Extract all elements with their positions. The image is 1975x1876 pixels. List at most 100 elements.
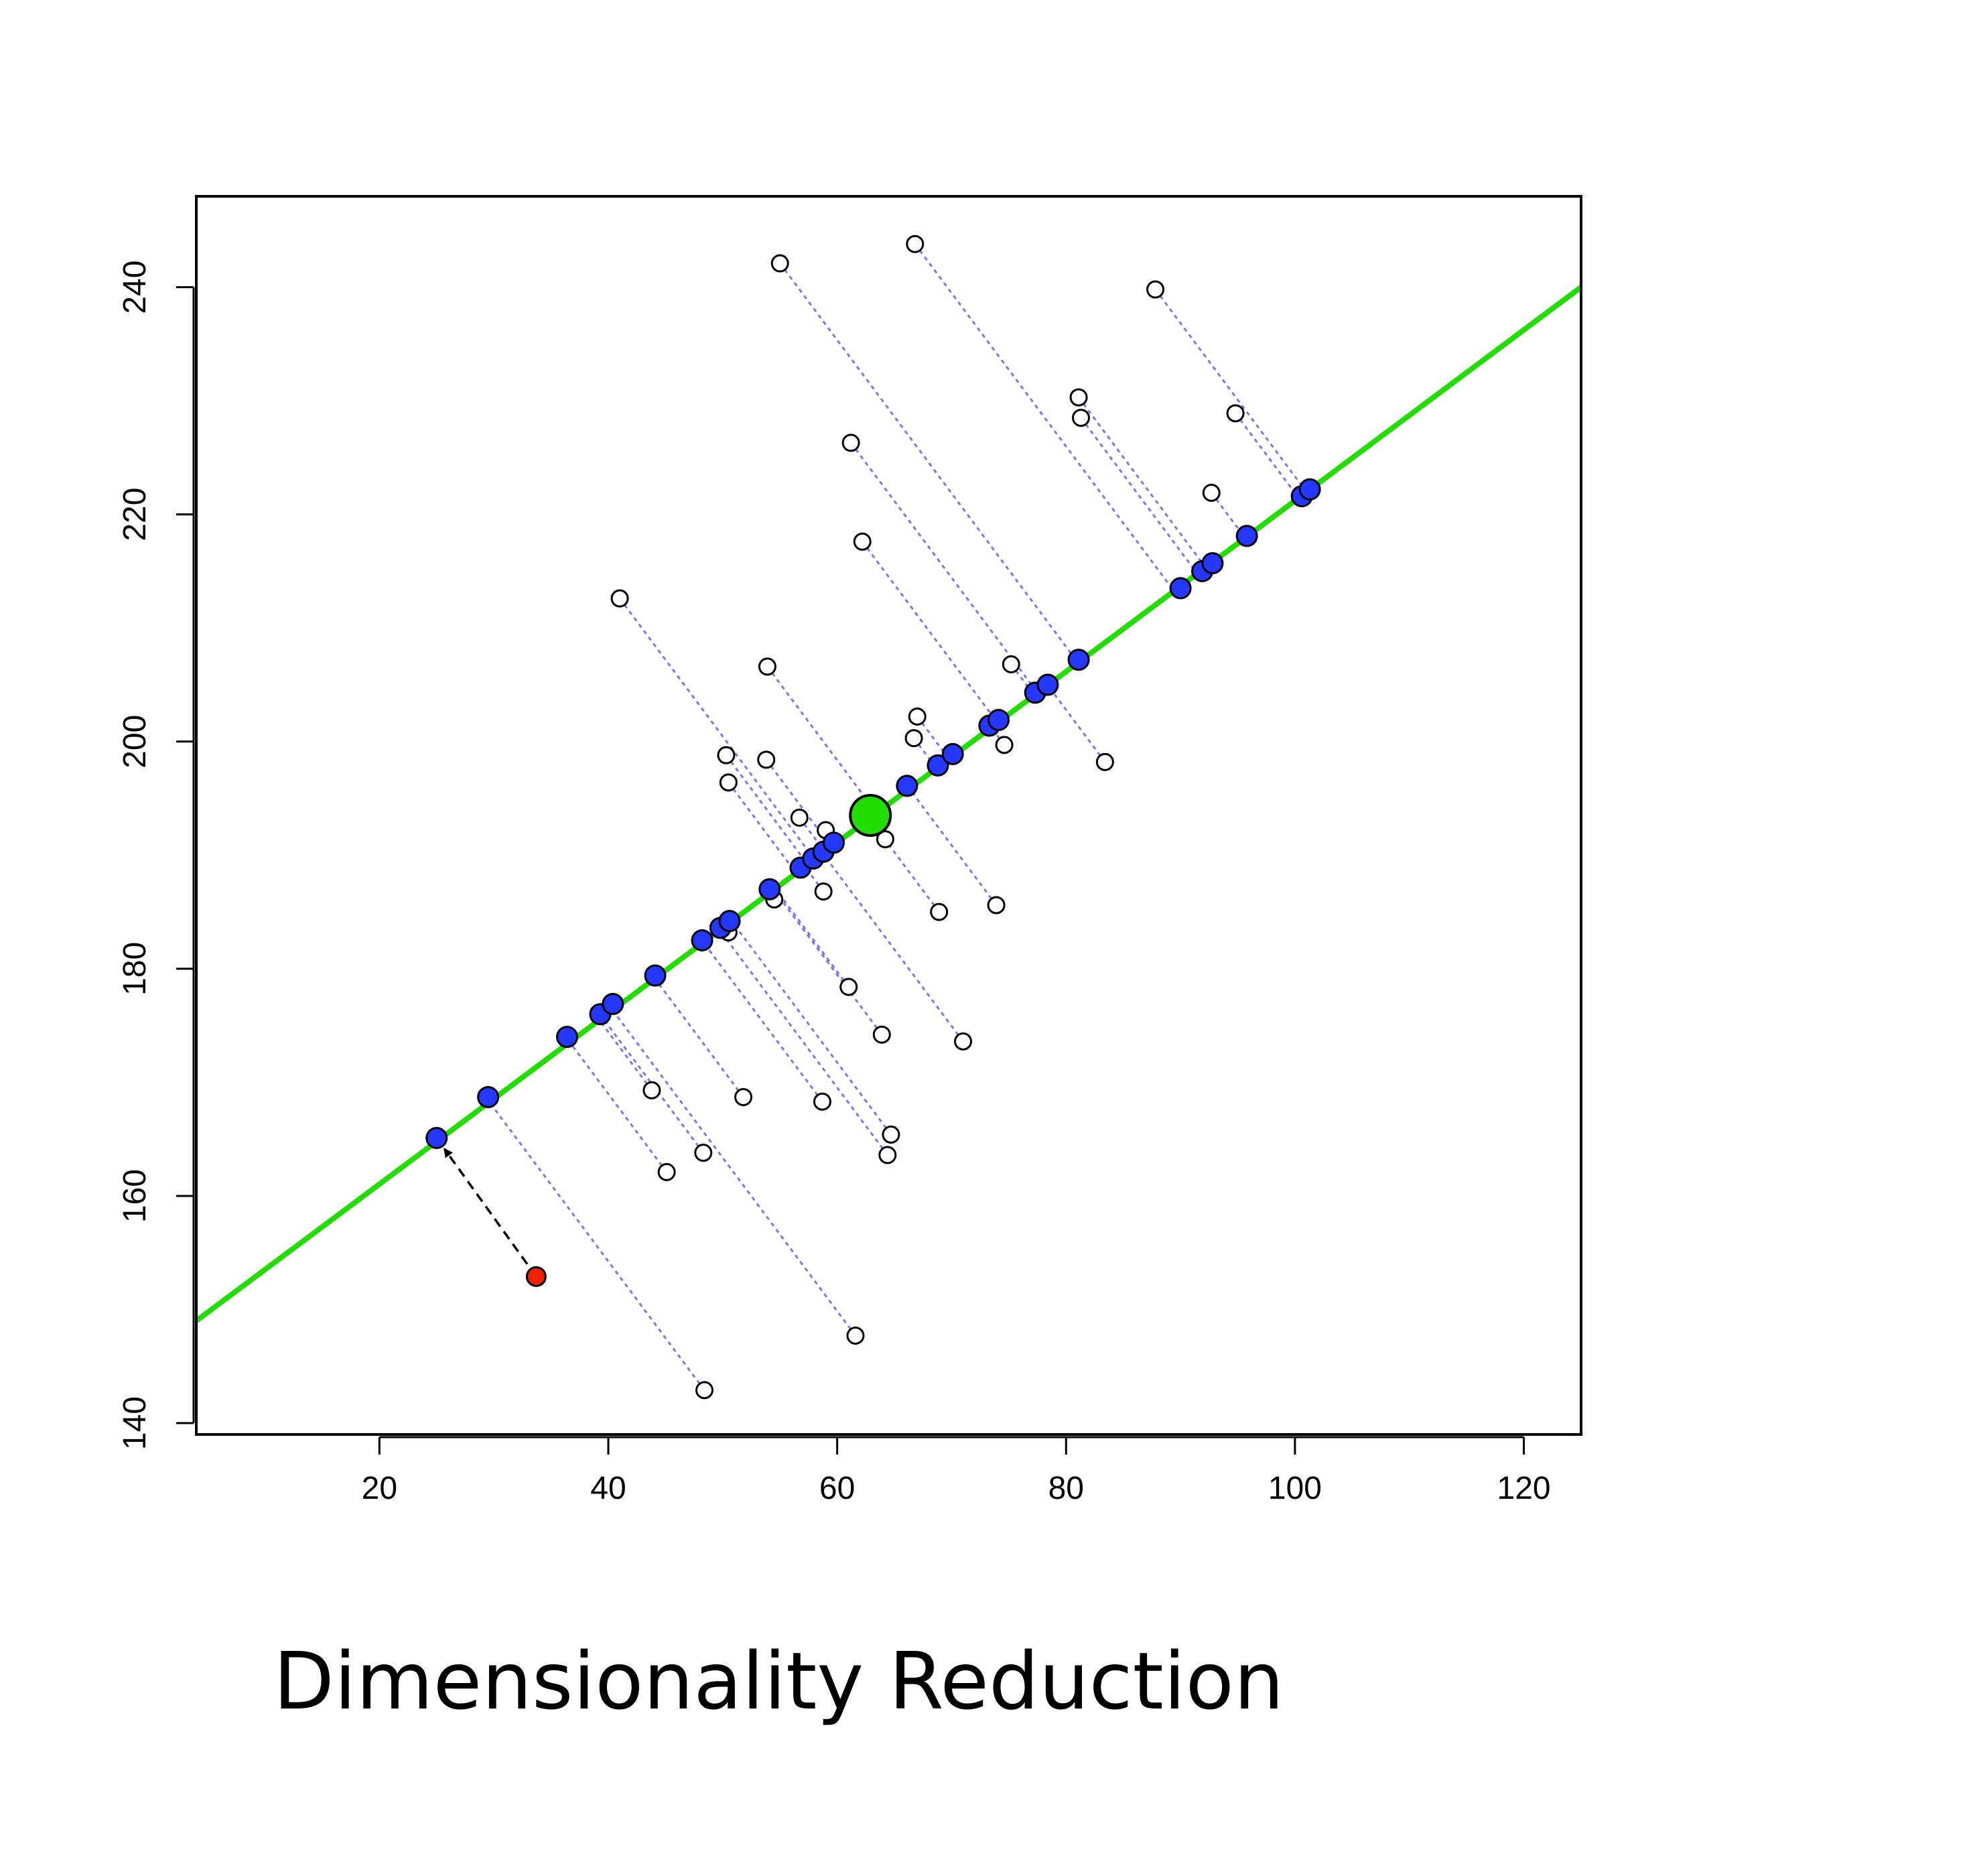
original-point bbox=[770, 254, 789, 273]
projection-connector bbox=[914, 243, 1175, 592]
projected-points bbox=[425, 478, 1321, 1149]
original-point bbox=[853, 532, 872, 551]
projection-connector bbox=[702, 941, 823, 1103]
original-point bbox=[841, 433, 860, 452]
projection-connector bbox=[849, 442, 1038, 694]
projected-point bbox=[644, 964, 667, 987]
projection-connector bbox=[728, 781, 797, 874]
original-point bbox=[954, 1032, 973, 1051]
projected-point bbox=[896, 775, 918, 797]
y-tick-label: 240 bbox=[117, 261, 153, 314]
projected-point bbox=[555, 1026, 578, 1049]
projection-connector bbox=[821, 852, 964, 1043]
projection-connector bbox=[730, 921, 892, 1136]
original-point bbox=[790, 808, 809, 827]
plot-frame bbox=[195, 195, 1582, 1436]
projection-connector bbox=[772, 889, 883, 1036]
original-point bbox=[876, 830, 894, 849]
fit-line bbox=[194, 285, 1583, 1323]
original-point bbox=[995, 736, 1014, 754]
original-point bbox=[1202, 484, 1221, 503]
projection-connector bbox=[912, 737, 937, 769]
projection-connector bbox=[488, 1101, 705, 1391]
original-point bbox=[987, 896, 1006, 915]
projected-point bbox=[1298, 478, 1321, 500]
original-point bbox=[610, 589, 629, 608]
projection-connector bbox=[1234, 412, 1300, 499]
projection-connector bbox=[779, 263, 1079, 663]
projection-arrow bbox=[443, 1148, 537, 1278]
projection-connector bbox=[774, 888, 849, 988]
mean-point-marker bbox=[849, 794, 892, 837]
projection-connectors bbox=[488, 243, 1308, 1391]
y-tick-label: 180 bbox=[117, 942, 153, 996]
projected-point bbox=[718, 910, 741, 933]
projected-point bbox=[1036, 673, 1059, 696]
projection-connector bbox=[1080, 417, 1199, 575]
original-point bbox=[882, 1125, 900, 1144]
original-point bbox=[846, 1326, 865, 1345]
projected-point bbox=[927, 754, 949, 777]
projection-connector bbox=[598, 1019, 653, 1091]
projected-point bbox=[941, 742, 964, 765]
mean-point bbox=[849, 794, 892, 837]
original-point bbox=[642, 1081, 661, 1099]
highlight-point bbox=[525, 1266, 547, 1287]
plot-border bbox=[195, 195, 1582, 1436]
original-point bbox=[904, 729, 923, 748]
projection-connector bbox=[569, 1041, 668, 1173]
original-point bbox=[694, 1144, 713, 1162]
principal-component-line bbox=[194, 285, 1583, 1323]
highlight-example bbox=[443, 1148, 547, 1287]
original-point bbox=[1002, 655, 1020, 674]
x-tick-label: 60 bbox=[819, 1471, 855, 1506]
original-point bbox=[878, 1146, 897, 1164]
original-point bbox=[695, 1381, 713, 1400]
slide-caption: Dimensionality Reduction bbox=[273, 1635, 1284, 1727]
original-points bbox=[610, 234, 1245, 1400]
x-tick-label: 20 bbox=[362, 1471, 397, 1506]
original-point bbox=[719, 773, 738, 792]
projected-point bbox=[823, 831, 845, 854]
projected-point bbox=[758, 878, 781, 900]
projection-connector bbox=[1077, 397, 1207, 568]
original-point bbox=[1069, 388, 1088, 407]
projection-connector bbox=[654, 978, 744, 1098]
x-tick-label: 120 bbox=[1497, 1471, 1551, 1506]
projected-point bbox=[1235, 525, 1258, 547]
projected-point bbox=[1067, 649, 1090, 671]
projection-connector bbox=[618, 598, 815, 860]
projection-connector bbox=[725, 754, 809, 866]
original-point bbox=[814, 882, 833, 901]
y-axis: 140 160 180 200 220 240 bbox=[117, 261, 195, 1450]
original-point bbox=[872, 1025, 891, 1044]
original-point bbox=[839, 978, 858, 996]
projected-point bbox=[987, 709, 1010, 732]
x-axis: 20 40 60 80 100 120 bbox=[362, 1436, 1551, 1506]
projection-connector bbox=[1211, 492, 1246, 539]
original-point bbox=[757, 750, 776, 769]
projection-connector bbox=[612, 1009, 857, 1337]
projection-connector bbox=[719, 929, 888, 1156]
projection-connector bbox=[766, 666, 878, 814]
y-tick-label: 200 bbox=[117, 715, 153, 768]
original-point bbox=[1146, 280, 1165, 299]
original-point bbox=[734, 1087, 753, 1106]
projected-point bbox=[1169, 577, 1192, 600]
projection-connector bbox=[1154, 289, 1308, 493]
projected-point bbox=[691, 929, 713, 951]
original-point bbox=[930, 902, 949, 921]
projected-point bbox=[477, 1085, 500, 1108]
x-tick-label: 40 bbox=[590, 1471, 626, 1506]
original-point bbox=[1095, 752, 1114, 771]
y-tick-label: 140 bbox=[117, 1396, 153, 1450]
original-point bbox=[758, 657, 776, 676]
original-point bbox=[717, 746, 736, 764]
projected-point bbox=[1201, 552, 1224, 575]
original-point bbox=[906, 234, 925, 253]
x-tick-label: 100 bbox=[1268, 1471, 1322, 1506]
projection-connector bbox=[908, 788, 998, 906]
original-point bbox=[813, 1092, 831, 1111]
projection-connector bbox=[1046, 684, 1106, 763]
